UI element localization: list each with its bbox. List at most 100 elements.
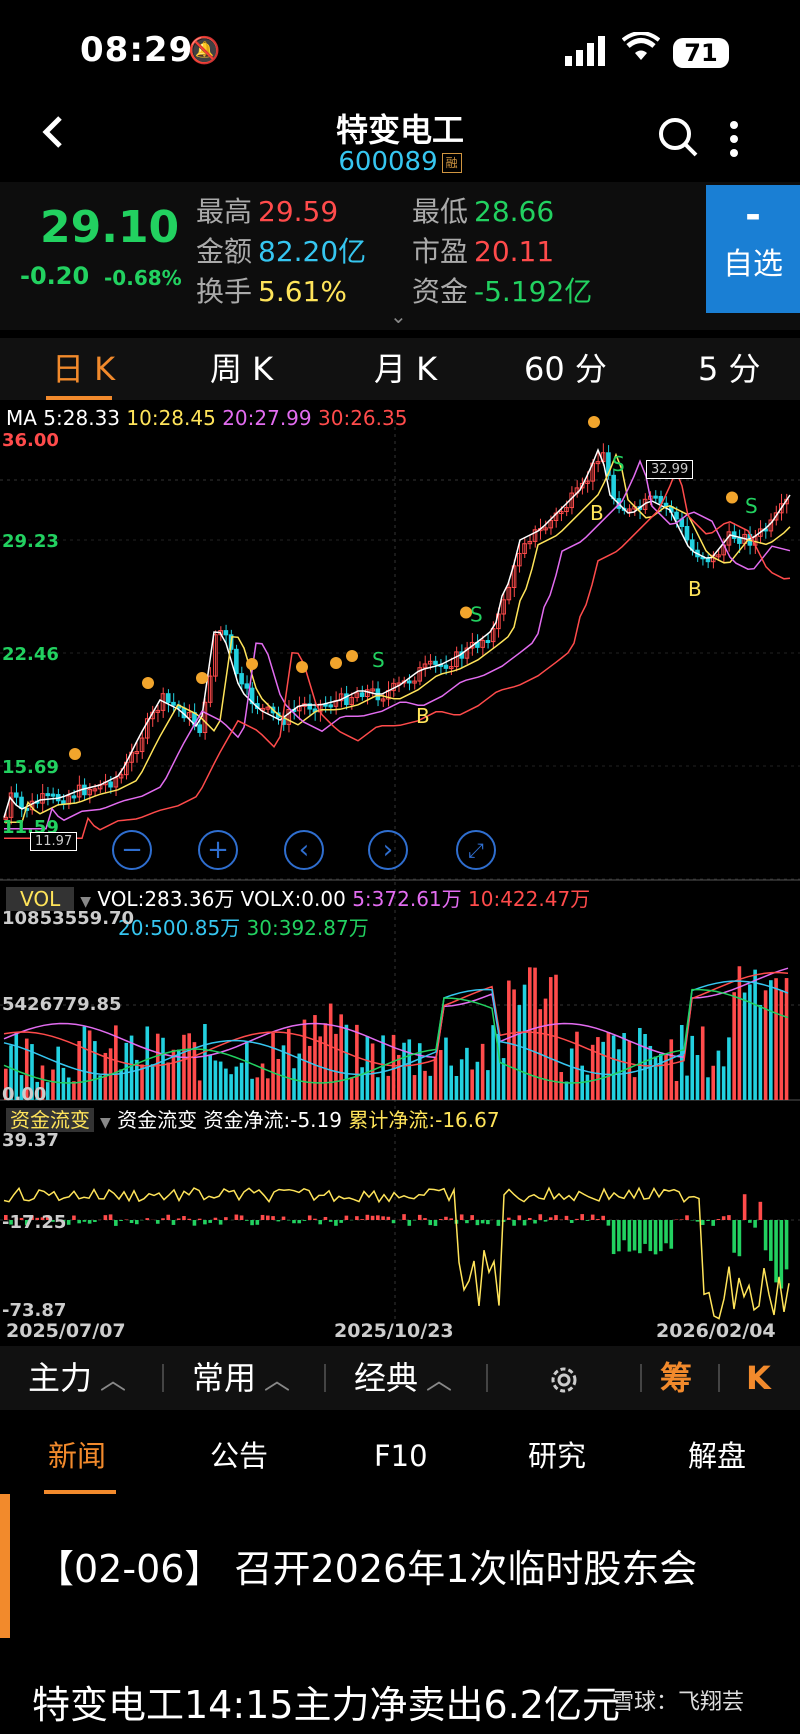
- volume-bar: [548, 977, 553, 1100]
- tab-announcements[interactable]: 公告: [210, 1439, 269, 1473]
- tab-analysis[interactable]: 解盘: [688, 1439, 747, 1473]
- more-options-icon[interactable]: [728, 119, 740, 166]
- volume-bar: [239, 1062, 244, 1100]
- flow-bar: [596, 1219, 600, 1220]
- flow-bar: [742, 1194, 747, 1220]
- news-item[interactable]: 【02-06】 召开2026年1次临时股东会: [36, 1547, 698, 1591]
- tab-5min[interactable]: 5 分: [698, 350, 761, 388]
- flow-bar: [66, 1220, 71, 1225]
- buy-signal: B: [590, 501, 604, 525]
- ma-line-3: [4, 468, 791, 840]
- zoom-out-icon[interactable]: −: [112, 830, 152, 870]
- flow-bar: [753, 1220, 757, 1228]
- candle-body: [344, 693, 349, 706]
- candle-body: [307, 703, 313, 710]
- flow-bar: [784, 1220, 789, 1270]
- kline-chart[interactable]: S S S S B B B: [0, 400, 800, 1340]
- candle-body: [239, 673, 244, 685]
- status-bar: 08:29 🔕 71: [0, 0, 800, 105]
- candle-body: [674, 511, 679, 520]
- volume-bar: [486, 1070, 490, 1100]
- candle-body: [365, 689, 370, 698]
- chip-distribution-button[interactable]: 筹: [660, 1359, 693, 1397]
- lightbulb-icon: [726, 491, 738, 504]
- volume-bar: [286, 1028, 291, 1100]
- tab-weekly-k[interactable]: 周 K: [210, 350, 274, 388]
- candle-body: [716, 554, 721, 558]
- volume-bar: [370, 1043, 375, 1100]
- fullscreen-icon[interactable]: ⤢: [456, 830, 496, 870]
- vol-indicator-label[interactable]: VOL: [6, 887, 75, 911]
- ma-line-1: [4, 452, 791, 824]
- flow-bar: [402, 1214, 406, 1220]
- candle-body: [144, 718, 150, 739]
- toolbar-main-force[interactable]: 主力 ︿: [28, 1359, 127, 1397]
- toolbar-common[interactable]: 常用 ︿: [192, 1359, 291, 1397]
- search-icon[interactable]: [656, 115, 700, 159]
- tab-f10[interactable]: F10: [374, 1439, 428, 1473]
- flow-bar: [601, 1215, 605, 1220]
- flow-bar: [444, 1216, 448, 1220]
- dropdown-caret-icon[interactable]: ▼: [80, 894, 91, 910]
- tab-research[interactable]: 研究: [528, 1439, 587, 1473]
- volume-bar: [250, 1078, 254, 1100]
- volume-bar: [203, 1024, 207, 1100]
- flow-indicator-label[interactable]: 资金流变: [6, 1108, 94, 1132]
- candle-body: [8, 792, 14, 818]
- flow-bar: [528, 1217, 532, 1220]
- candle-body: [50, 793, 56, 797]
- candle-body: [517, 552, 522, 567]
- candle-body: [558, 511, 564, 515]
- volume-bar: [465, 1047, 469, 1100]
- kline-mode-button[interactable]: K: [746, 1359, 771, 1397]
- flow-bar: [585, 1220, 590, 1221]
- volume-bar: [402, 1042, 406, 1100]
- tab-60min[interactable]: 60 分: [524, 350, 607, 388]
- candle-body: [422, 663, 428, 669]
- scroll-left-icon[interactable]: ‹: [284, 830, 324, 870]
- candle-body: [328, 704, 333, 708]
- zoom-in-icon[interactable]: +: [198, 830, 238, 870]
- tab-monthly-k[interactable]: 月 K: [374, 350, 438, 388]
- volume-bar: [4, 1068, 8, 1100]
- flow-bar: [470, 1215, 474, 1220]
- volume-bar: [30, 1044, 34, 1100]
- volume-bar: [470, 1069, 474, 1100]
- candle-body: [244, 683, 250, 689]
- candle-body: [207, 675, 213, 703]
- price-tick-4: 15.69: [2, 757, 59, 778]
- watchlist-button[interactable]: - 自选: [706, 185, 800, 313]
- candle-body: [606, 452, 611, 476]
- volume-bar: [182, 1034, 186, 1100]
- news-highlight-bar: [0, 1494, 10, 1638]
- dropdown-caret-icon[interactable]: ▼: [100, 1115, 111, 1131]
- ma5-legend: MA 5:28.33: [6, 406, 121, 430]
- candle-body: [370, 688, 375, 692]
- flow-bar: [129, 1220, 134, 1224]
- scroll-right-icon[interactable]: ›: [368, 830, 408, 870]
- stock-header: 特变电工 600089 融: [0, 105, 800, 180]
- flow-bar: [176, 1218, 181, 1220]
- tab-news[interactable]: 新闻: [48, 1439, 107, 1473]
- volume-bar: [224, 1068, 228, 1100]
- volume-bar: [480, 1043, 485, 1100]
- volume-bar: [313, 1015, 317, 1100]
- flow-bar: [716, 1219, 721, 1220]
- candle-body: [595, 461, 601, 465]
- tab-daily-k[interactable]: 日 K: [52, 350, 116, 388]
- volume-bar: [24, 1038, 29, 1100]
- candle-body: [108, 781, 113, 788]
- volume-bar: [737, 966, 742, 1100]
- flow-bar: [14, 1217, 19, 1220]
- price-change: -0.20: [20, 262, 90, 290]
- quote-field-capital: 资金 -5.192亿: [412, 275, 593, 308]
- news-item[interactable]: 特变电工14:15主力净卖出6.2亿元: [32, 1683, 620, 1727]
- settings-gear-icon[interactable]: [546, 1346, 582, 1410]
- lightbulb-icon: [296, 661, 308, 673]
- toolbar-classic[interactable]: 经典 ︿: [354, 1359, 453, 1397]
- expand-chevron-icon[interactable]: ⌄: [390, 304, 407, 328]
- volume-bar: [323, 1023, 328, 1100]
- back-arrow-icon[interactable]: [38, 105, 68, 170]
- candle-body: [265, 706, 271, 710]
- flow-bar: [114, 1220, 118, 1226]
